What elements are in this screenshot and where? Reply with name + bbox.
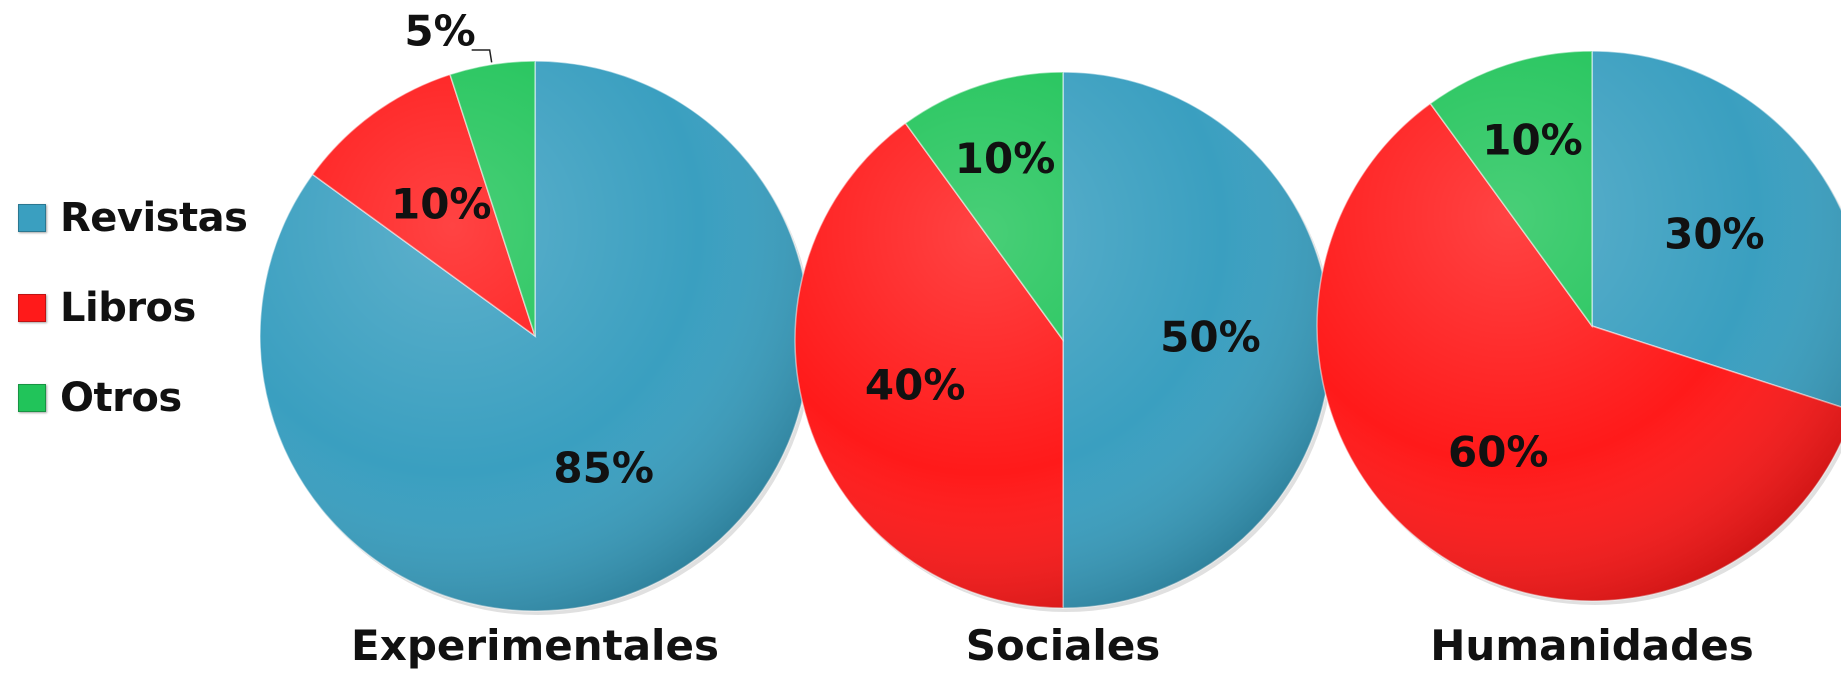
pie-title: Humanidades bbox=[1430, 621, 1753, 670]
legend-swatch-otros bbox=[18, 384, 46, 412]
data-label-libros: 40% bbox=[865, 361, 966, 410]
data-label-otros: 5% bbox=[404, 7, 475, 56]
data-label-otros: 10% bbox=[955, 134, 1056, 183]
data-label-revistas: 30% bbox=[1664, 210, 1765, 259]
legend-label-libros: Libros bbox=[60, 285, 196, 331]
pie-sociales: 50% 40% 10% Sociales bbox=[794, 71, 1334, 670]
data-label-revistas: 50% bbox=[1160, 313, 1261, 362]
data-label-libros: 10% bbox=[391, 179, 492, 228]
legend-label-otros: Otros bbox=[60, 375, 182, 421]
legend: Revistas Libros Otros bbox=[18, 195, 248, 466]
pie-humanidades: 30% 60% 10% Humanidades bbox=[1316, 50, 1841, 670]
legend-item-otros: Otros bbox=[18, 375, 247, 421]
legend-item-revistas: Revistas bbox=[18, 195, 248, 241]
data-label-libros: 60% bbox=[1448, 428, 1549, 477]
leader-line bbox=[471, 49, 493, 63]
legend-item-libros: Libros bbox=[18, 285, 247, 331]
legend-swatch-libros bbox=[18, 294, 46, 322]
pie-title: Sociales bbox=[966, 621, 1161, 670]
legend-swatch-revistas bbox=[18, 204, 46, 232]
pie-title: Experimentales bbox=[351, 621, 719, 670]
data-label-otros: 10% bbox=[1482, 115, 1583, 164]
data-label-revistas: 85% bbox=[553, 443, 654, 492]
legend-label-revistas: Revistas bbox=[60, 195, 248, 241]
pie-experimentales: 85% 10% 5% Experimentales bbox=[259, 7, 813, 670]
